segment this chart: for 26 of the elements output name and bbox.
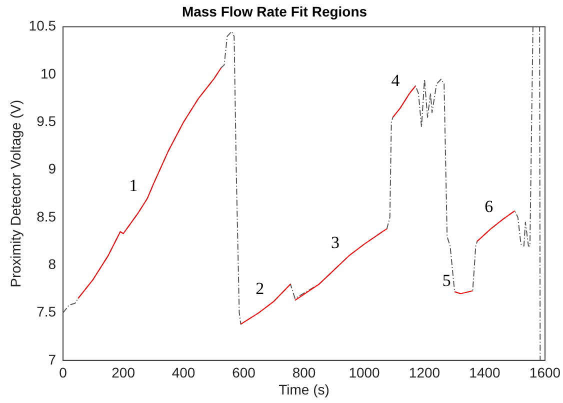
- annotation: 6: [484, 196, 494, 216]
- y-tick-label: 9: [48, 160, 56, 177]
- chart-title: Mass Flow Rate Fit Regions: [182, 3, 368, 20]
- x-tick-label: 0: [59, 364, 68, 381]
- annotation: 1: [129, 176, 138, 195]
- y-tick-label: 7: [48, 351, 56, 368]
- annotation: 4: [391, 70, 400, 90]
- x-tick-label: 400: [172, 364, 196, 381]
- x-tick-label: 1400: [469, 364, 501, 381]
- y-tick-label: 10.5: [28, 18, 56, 34]
- annotation: 2: [256, 278, 264, 298]
- annotation: 3: [330, 233, 340, 252]
- y-tick-label: 10: [40, 65, 56, 82]
- y-tick-label: 7.5: [36, 304, 56, 320]
- y-axis-title: Proximity Detector Voltage (V): [7, 100, 24, 288]
- x-axis-title: Time (s): [278, 381, 330, 398]
- x-tick-label: 800: [292, 364, 316, 381]
- x-tick-label: 200: [112, 364, 136, 381]
- y-tick-label: 8.5: [36, 208, 56, 224]
- x-tick-label: 1600: [529, 364, 561, 381]
- y-tick-label: 9.5: [36, 112, 56, 129]
- y-tick-label: 8: [48, 256, 56, 272]
- annotation: 5: [442, 271, 451, 290]
- x-tick-label: 1200: [408, 364, 440, 381]
- x-tick-label: 1000: [348, 364, 380, 381]
- x-tick-label: 600: [232, 364, 256, 381]
